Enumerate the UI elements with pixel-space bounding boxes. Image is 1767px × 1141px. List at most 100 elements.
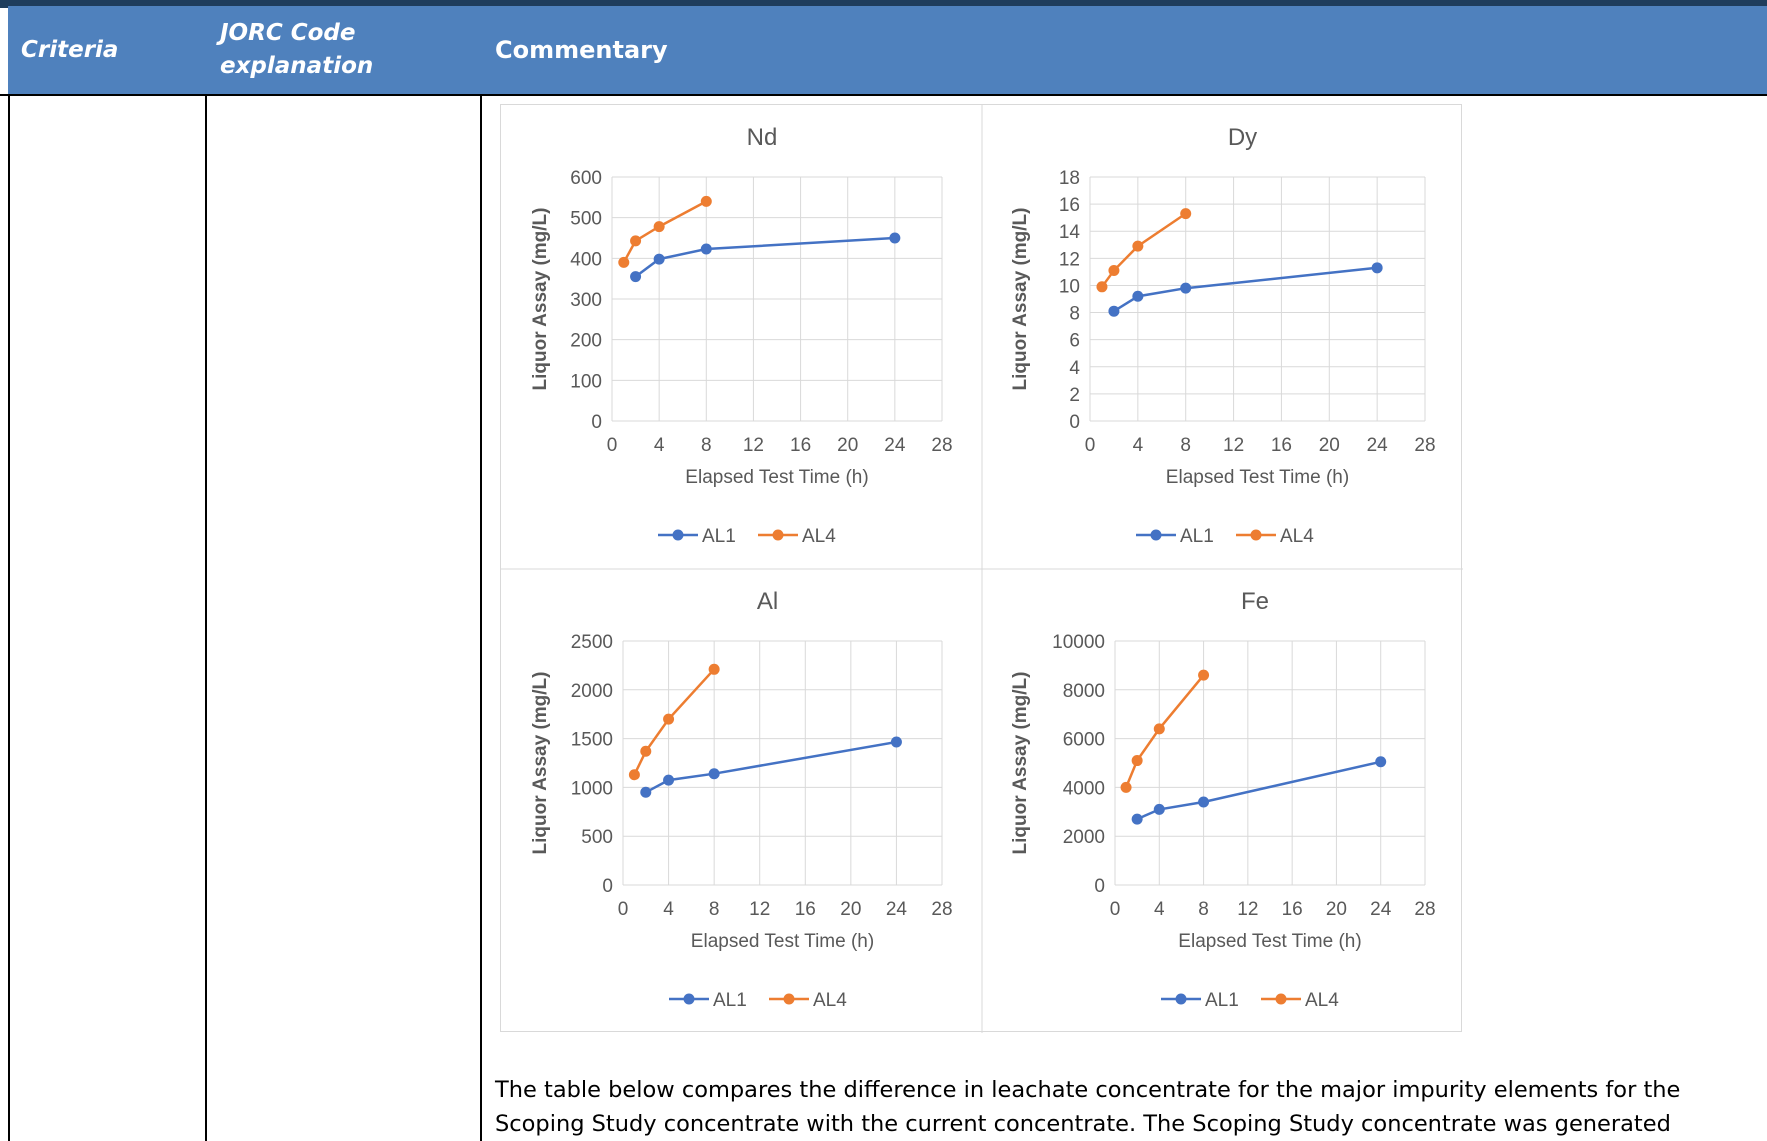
data-point-al1 xyxy=(1131,813,1143,825)
y-tick-label: 0 xyxy=(591,412,602,433)
y-tick-label: 1500 xyxy=(571,730,613,751)
x-tick-label: 16 xyxy=(795,899,816,920)
data-point-al4 xyxy=(618,256,630,268)
y-tick-label: 200 xyxy=(570,331,602,352)
y-tick-label: 400 xyxy=(570,249,602,270)
y-tick-label: 16 xyxy=(1059,195,1080,216)
x-tick-label: 8 xyxy=(1180,435,1191,456)
header-criteria-label: Criteria xyxy=(21,37,119,63)
data-point-al1 xyxy=(630,271,642,283)
data-point-al1 xyxy=(700,243,712,255)
chart-title: Nd xyxy=(747,124,778,151)
y-tick-label: 4000 xyxy=(1063,778,1105,799)
data-point-al1 xyxy=(1132,290,1144,302)
y-axis-label: Liquor Assay (mg/L) xyxy=(1010,208,1031,391)
data-point-al1 xyxy=(889,232,901,244)
legend-label-al1: AL1 xyxy=(1180,526,1214,547)
x-tick-label: 0 xyxy=(618,899,629,920)
commentary-line-1: The table below compares the difference … xyxy=(495,1077,1681,1103)
x-tick-label: 16 xyxy=(1282,899,1303,920)
chart-panel: Nd 0 100 200 300 400 500 600 0 4 8 12 16 20 24 28 Elapse… xyxy=(500,104,1463,1033)
header-jorc-explanation: JORC Code explanation xyxy=(206,6,481,94)
x-tick-label: 8 xyxy=(701,435,712,456)
data-point-al4 xyxy=(628,769,640,781)
commentary-paragraph: The table below compares the difference … xyxy=(495,1073,1755,1141)
table-top-border xyxy=(0,0,1767,8)
header-commentary: Commentary xyxy=(481,6,1767,94)
chart-title: Al xyxy=(757,588,778,615)
y-axis-label: Liquor Assay (mg/L) xyxy=(530,672,551,855)
x-tick-label: 24 xyxy=(1370,899,1392,920)
x-tick-label: 28 xyxy=(1414,435,1435,456)
x-tick-label: 28 xyxy=(931,435,952,456)
y-tick-label: 4 xyxy=(1069,358,1080,379)
column-divider-1 xyxy=(205,94,207,1141)
y-tick-label: 300 xyxy=(570,290,602,311)
x-axis-label: Elapsed Test Time (h) xyxy=(1178,931,1361,952)
data-point-al4 xyxy=(1096,281,1108,293)
x-tick-label: 28 xyxy=(931,899,952,920)
y-tick-label: 500 xyxy=(581,827,613,848)
legend-label-al1: AL1 xyxy=(713,990,747,1011)
y-tick-label: 18 xyxy=(1059,168,1080,189)
data-point-al1 xyxy=(640,786,652,798)
x-tick-label: 12 xyxy=(1237,899,1258,920)
data-point-al4 xyxy=(1198,669,1210,681)
y-tick-label: 500 xyxy=(570,209,602,230)
data-point-al4 xyxy=(630,235,642,247)
data-point-al1 xyxy=(1153,803,1165,815)
data-point-al4 xyxy=(1120,781,1132,793)
x-axis-label: Elapsed Test Time (h) xyxy=(685,467,868,488)
y-tick-label: 6 xyxy=(1069,331,1080,352)
data-point-al4 xyxy=(1180,208,1192,220)
data-point-al4 xyxy=(1132,240,1144,252)
y-tick-label: 0 xyxy=(1069,412,1080,433)
legend-marker-al1 xyxy=(1150,529,1162,541)
data-point-al4 xyxy=(1131,755,1143,767)
series-line-al1 xyxy=(634,236,895,278)
x-tick-label: 12 xyxy=(743,435,764,456)
y-tick-label: 2000 xyxy=(571,681,613,702)
chart-al: Al 0 500 1000 1500 2000 2500 0 4 8 12 16 20 24 28 Elaps… xyxy=(530,588,953,1011)
y-tick-label: 8000 xyxy=(1063,681,1105,702)
x-tick-label: 0 xyxy=(1085,435,1096,456)
y-tick-label: 6000 xyxy=(1063,730,1105,751)
data-point-al1 xyxy=(663,774,675,786)
chart-title: Fe xyxy=(1241,588,1269,615)
y-tick-label: 0 xyxy=(602,876,613,897)
legend-marker-al1 xyxy=(683,993,695,1005)
y-axis-label: Liquor Assay (mg/L) xyxy=(530,208,551,391)
legend-marker-al4 xyxy=(1275,993,1287,1005)
legend-label-al1: AL1 xyxy=(1205,990,1239,1011)
x-tick-label: 16 xyxy=(1271,435,1292,456)
data-point-al4 xyxy=(708,663,720,675)
x-tick-label: 12 xyxy=(749,899,770,920)
data-point-al4 xyxy=(663,713,675,725)
legend-marker-al1 xyxy=(672,529,684,541)
legend-label-al4: AL4 xyxy=(1280,526,1314,547)
x-tick-label: 20 xyxy=(1326,899,1347,920)
series-line-al4 xyxy=(1100,212,1187,288)
chart-title: Dy xyxy=(1228,124,1257,151)
data-point-al4 xyxy=(1153,723,1165,735)
y-tick-label: 1000 xyxy=(571,778,613,799)
x-axis-label: Elapsed Test Time (h) xyxy=(1166,467,1349,488)
header-commentary-label: Commentary xyxy=(495,36,668,64)
data-point-al1 xyxy=(1371,262,1383,274)
y-tick-label: 0 xyxy=(1094,876,1105,897)
data-point-al1 xyxy=(1108,305,1120,317)
header-jorc-line2: explanation xyxy=(220,53,374,79)
x-tick-label: 4 xyxy=(1133,435,1144,456)
data-point-al4 xyxy=(653,221,665,233)
chart-nd: Nd 0 100 200 300 400 500 600 0 4 8 12 16 20 24 28 Elapse… xyxy=(530,124,953,547)
data-point-al1 xyxy=(890,736,902,748)
data-point-al1 xyxy=(653,253,665,265)
y-tick-label: 10 xyxy=(1059,276,1080,297)
legend-marker-al4 xyxy=(1250,529,1262,541)
y-tick-label: 14 xyxy=(1059,222,1081,243)
y-tick-label: 10000 xyxy=(1052,632,1105,653)
data-point-al4 xyxy=(640,745,652,757)
legend-label-al4: AL4 xyxy=(813,990,847,1011)
